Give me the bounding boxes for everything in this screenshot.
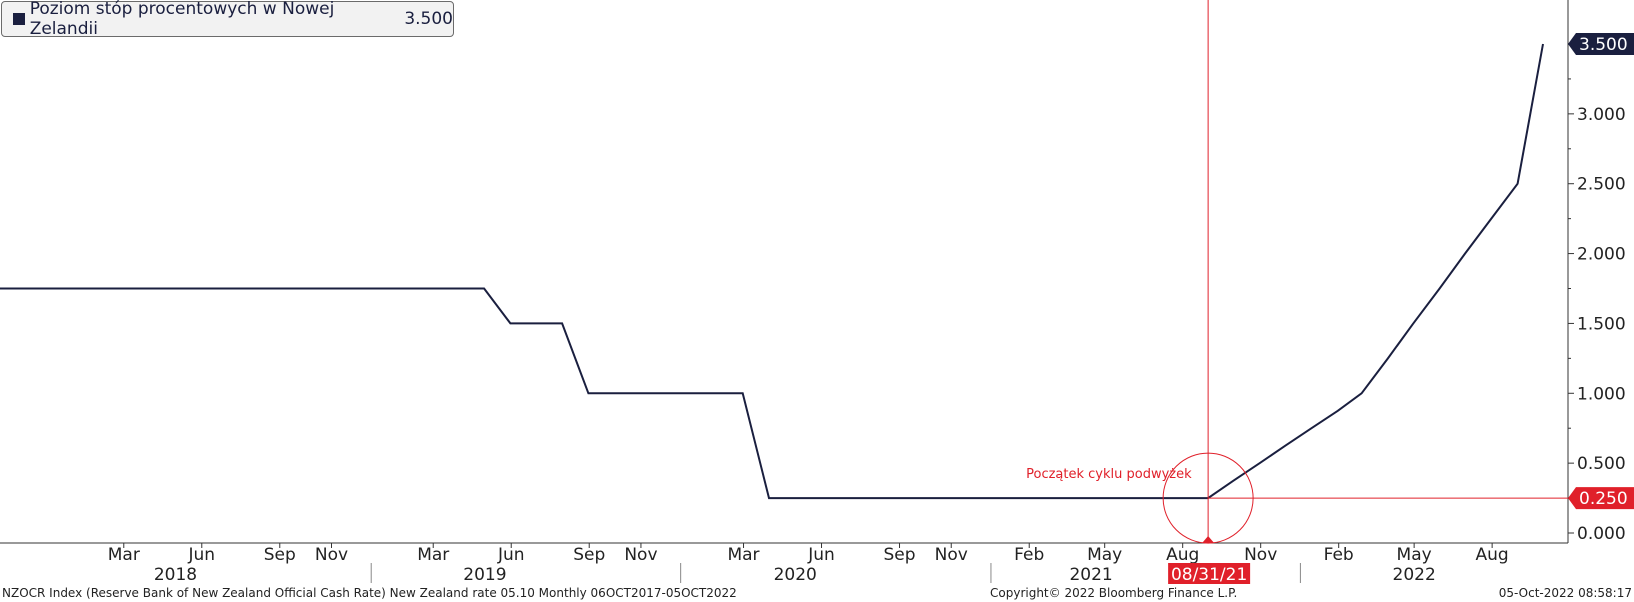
x-year-label: 2020 (774, 565, 817, 585)
y-tick-label: 2.500 (1577, 175, 1626, 195)
legend-swatch (13, 13, 25, 25)
x-year-label: 2021 (1069, 565, 1112, 585)
y-tick-label: 3.000 (1577, 105, 1626, 125)
x-year-label: 2018 (154, 565, 197, 585)
footer-timestamp: 05-Oct-2022 08:58:17 (1498, 586, 1632, 600)
x-tick-label: Aug (1166, 545, 1199, 565)
y-tick-label: 0.500 (1577, 454, 1626, 474)
last-value-tag (1568, 33, 1634, 55)
annotation-value-tag (1568, 487, 1634, 510)
x-year-label: 2019 (463, 565, 506, 585)
x-tick-label: Aug (1476, 545, 1509, 565)
x-tick-label: Feb (1014, 545, 1044, 565)
x-tick-label: Nov (1244, 545, 1277, 565)
x-tick-label: Mar (417, 545, 449, 565)
series-line (0, 43, 1544, 500)
annotation-date-label: 08/31/21 (1171, 565, 1247, 585)
annotation-date-pointer (1202, 536, 1215, 543)
footer-copyright: Copyright© 2022 Bloomberg Finance L.P. (990, 586, 1238, 600)
x-tick-label: Feb (1324, 545, 1354, 565)
footer-source: NZOCR Index (Reserve Bank of New Zealand… (2, 586, 737, 600)
annotation-text: Początek cyklu podwyżek (1026, 467, 1192, 482)
y-tick-label: 1.000 (1577, 384, 1626, 404)
x-tick-label: Jun (187, 545, 215, 565)
legend-label: Poziom stóp procentowych w Nowej Zelandi… (29, 0, 335, 39)
annotation-value-label: 0.250 (1579, 489, 1628, 509)
x-tick-label: Nov (315, 545, 348, 565)
x-tick-label: Jun (497, 545, 525, 565)
x-tick-label: Nov (624, 545, 657, 565)
y-tick-label: 2.000 (1577, 245, 1626, 265)
annotation-date-box (1168, 563, 1251, 584)
x-tick-label: Mar (727, 545, 759, 565)
x-tick-label: Sep (883, 545, 915, 565)
legend: Poziom stóp procentowych w Nowej Zelandi… (1, 0, 454, 39)
x-tick-label: Nov (935, 545, 968, 565)
x-tick-label: Sep (264, 545, 296, 565)
x-tick-label: May (1087, 545, 1122, 565)
x-tick-label: May (1397, 545, 1432, 565)
x-year-label: 2022 (1393, 565, 1436, 585)
annotation-circle (1162, 452, 1254, 544)
last-value-label: 3.500 (1579, 35, 1628, 55)
y-tick-label: 0.000 (1577, 524, 1626, 544)
legend-value: 3.500 (404, 9, 453, 29)
x-tick-label: Sep (573, 545, 605, 565)
y-tick-label: 1.500 (1577, 314, 1626, 334)
x-tick-label: Jun (807, 545, 835, 565)
x-tick-label: Mar (108, 545, 140, 565)
